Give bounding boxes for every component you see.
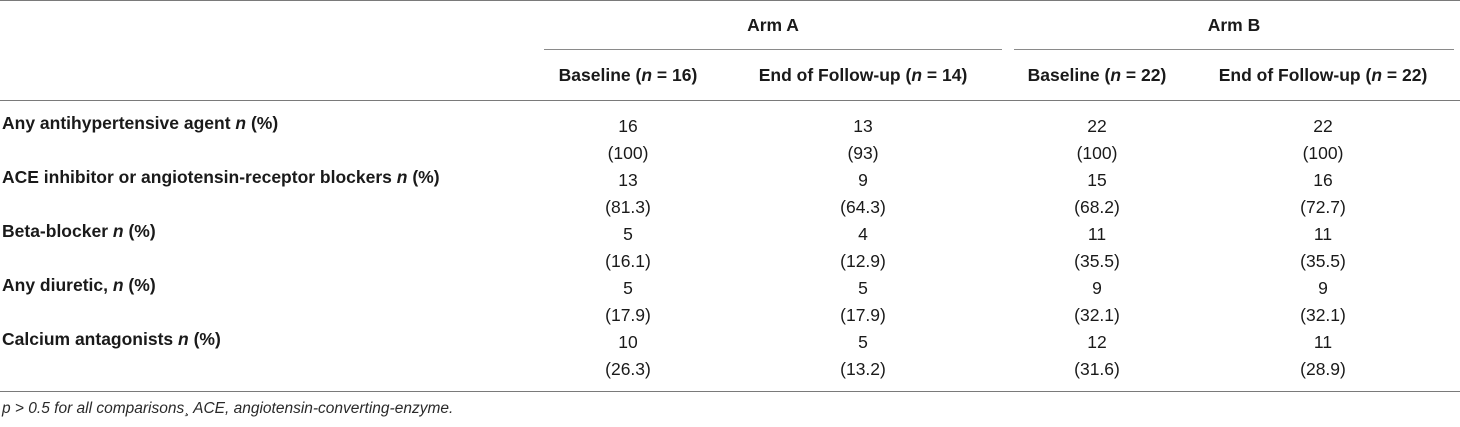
table-cell: 12 (31.6) xyxy=(1008,329,1186,392)
table-cell: 11 (28.9) xyxy=(1186,329,1460,392)
table-cell: 10 (26.3) xyxy=(538,329,718,392)
arm-a-header: Arm A xyxy=(538,0,1008,50)
arm-a-label: Arm A xyxy=(747,15,799,35)
row-label: Any antihypertensive agent n (%) xyxy=(2,113,279,133)
row-label: Beta-blocker n (%) xyxy=(2,221,156,241)
row-label: Calcium antagonists n (%) xyxy=(0,329,538,392)
table-cell: 16 (72.7) xyxy=(1300,170,1346,217)
subheader-row: Baseline (n = 16) End of Follow-up (n = … xyxy=(0,50,1460,101)
table-cell: 9 (64.3) xyxy=(840,170,886,217)
arm-a-underline xyxy=(544,49,1002,50)
empty-header-cell xyxy=(0,0,538,50)
table-cell: 13 (93) xyxy=(847,116,879,163)
table-cell: 5 (16.1) xyxy=(605,224,651,271)
table-row: Beta-blocker n (%) 5 (16.1) 4 (12.9) 11 (35… xyxy=(0,221,1460,275)
medication-table: Arm A Arm B Baseline (n = 16) End of Fol… xyxy=(0,0,1460,392)
subheader-arm-b-baseline: Baseline (n = 22) xyxy=(1008,50,1186,101)
table-cell: 11 (35.5) xyxy=(1074,224,1120,271)
table-cell: 9 (32.1) xyxy=(1300,278,1346,325)
row-label: Any diuretic, n (%) xyxy=(2,275,156,295)
table-cell: 9 (32.1) xyxy=(1074,278,1120,325)
table-footnote: p > 0.5 for all comparisons¸ ACE, angiot… xyxy=(2,400,454,417)
table-row: Any diuretic, n (%) 5 (17.9) 5 (17.9) 9 (32… xyxy=(0,275,1460,329)
table-row: ACE inhibitor or angiotensin-receptor bl… xyxy=(0,167,1460,221)
table-cell: 16 (100) xyxy=(607,116,649,163)
table-row: Any antihypertensive agent n (%) 16 (100)… xyxy=(0,101,1460,168)
arm-b-underline xyxy=(1014,49,1454,50)
table-cell: 22 (100) xyxy=(1076,116,1118,163)
table-cell: 5 (17.9) xyxy=(605,278,651,325)
row-label: ACE inhibitor or angiotensin-receptor bl… xyxy=(2,167,440,187)
arm-b-label: Arm B xyxy=(1207,15,1261,35)
empty-subheader-cell xyxy=(0,50,538,101)
subheader-arm-a-baseline: Baseline (n = 16) xyxy=(538,50,718,101)
table-cell: 4 (12.9) xyxy=(840,224,886,271)
table-cell: 22 (100) xyxy=(1302,116,1344,163)
table-cell: 5 (17.9) xyxy=(840,278,886,325)
arm-b-header: Arm B xyxy=(1008,0,1460,50)
table-cell: 13 (81.3) xyxy=(605,170,651,217)
subheader-arm-a-end: End of Follow-up (n = 14) xyxy=(718,50,1008,101)
table-cell: 5 (13.2) xyxy=(718,329,1008,392)
arm-header-row: Arm A Arm B xyxy=(0,0,1460,50)
subheader-arm-b-end: End of Follow-up (n = 22) xyxy=(1186,50,1460,101)
table-cell: 11 (35.5) xyxy=(1300,224,1346,271)
table-cell: 15 (68.2) xyxy=(1074,170,1120,217)
table-row: Calcium antagonists n (%) 10 (26.3) 5 (13.… xyxy=(0,329,1460,392)
